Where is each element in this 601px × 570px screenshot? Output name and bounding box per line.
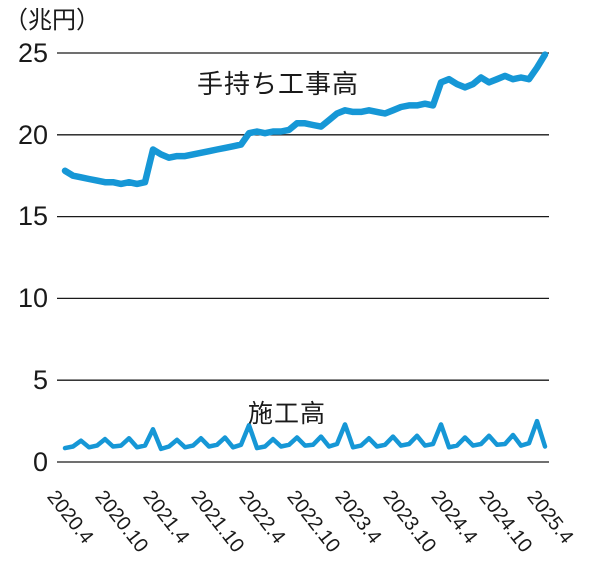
y-tick-label-25: 25 [17, 38, 48, 68]
series-label-construction-output: 施工高 [248, 400, 327, 428]
y-axis-unit-label: （兆円） [4, 7, 100, 34]
y-tick-label-10: 10 [17, 283, 48, 313]
series-line-construction-output [62, 418, 548, 452]
y-tick-label-5: 5 [32, 365, 48, 395]
y-tick-label-15: 15 [17, 201, 48, 231]
y-tick-label-0: 0 [32, 447, 48, 477]
series-line-order-backlog [61, 51, 549, 188]
series-label-order-backlog: 手持ち工事高 [197, 69, 360, 99]
y-tick-label-20: 20 [17, 120, 48, 150]
